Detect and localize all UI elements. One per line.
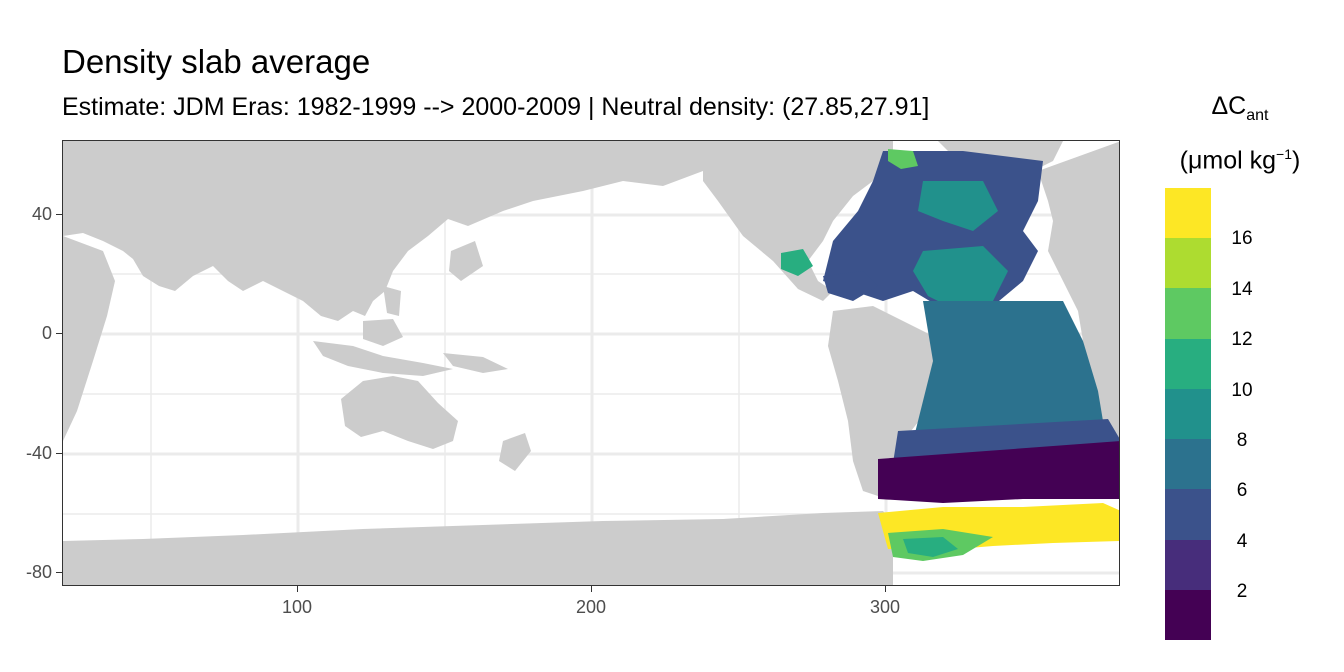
land-europe-africa xyxy=(1038,141,1119,468)
legend-unit-prefix: (μmol kg xyxy=(1179,146,1277,175)
land-indonesia xyxy=(313,341,453,376)
y-tick-label-40: 40 xyxy=(31,204,52,224)
land-masses xyxy=(63,141,1119,585)
y-tick-label-0: 0 xyxy=(41,323,52,343)
y-tick-mark-minus80 xyxy=(56,572,62,573)
y-tick-label-minus40: -40 xyxy=(25,443,52,463)
x-tick-mark-100 xyxy=(297,586,298,592)
legend-swatch-0 xyxy=(1165,188,1211,238)
plot-subtitle: Estimate: JDM Eras: 1982-1999 --> 2000-2… xyxy=(62,93,930,121)
field-labrador-green xyxy=(888,149,918,169)
field-north-teal xyxy=(918,181,998,231)
field-central xyxy=(913,301,1103,446)
legend-unit-sup: −1 xyxy=(1276,146,1292,162)
land-new-guinea xyxy=(443,353,508,373)
land-australia xyxy=(341,376,458,449)
legend-label-14: 14 xyxy=(1231,279,1253,300)
y-tick-mark-40 xyxy=(56,214,62,215)
field-gulf-teal xyxy=(781,249,813,276)
legend-swatch-3 xyxy=(1165,339,1211,389)
field-southern-ocean xyxy=(878,441,1119,503)
legend-title-main: ΔC xyxy=(1211,92,1247,120)
legend-swatch-7 xyxy=(1165,540,1211,590)
land-borneo xyxy=(363,319,403,346)
legend-unit-suffix: ) xyxy=(1292,146,1301,175)
map-panel xyxy=(62,140,1120,586)
legend-unit: (μmol kg−1) xyxy=(1150,138,1330,176)
legend-swatch-2 xyxy=(1165,288,1211,339)
x-tick-label-200: 200 xyxy=(575,597,607,617)
legend-title: ΔCant xyxy=(1150,90,1330,132)
land-north-america xyxy=(703,141,893,301)
y-tick-label-minus80: -80 xyxy=(25,562,52,582)
legend-swatch-4 xyxy=(1165,389,1211,439)
atlantic-field xyxy=(781,149,1119,561)
legend-label-6: 6 xyxy=(1236,480,1248,501)
legend-label-8: 8 xyxy=(1236,430,1248,451)
legend-title-sub: ant xyxy=(1246,107,1269,124)
x-tick-mark-200 xyxy=(591,586,592,592)
legend-swatch-6 xyxy=(1165,489,1211,540)
land-philippines xyxy=(383,286,401,316)
legend-swatch-8 xyxy=(1165,590,1211,640)
x-tick-label-100: 100 xyxy=(281,597,313,617)
plot-title: Density slab average xyxy=(62,43,371,80)
land-japan xyxy=(449,241,483,281)
x-tick-mark-300 xyxy=(885,586,886,592)
field-subtropical xyxy=(913,246,1008,311)
legend-label-2: 2 xyxy=(1236,581,1248,602)
land-antarctica xyxy=(63,511,893,585)
legend-label-16: 16 xyxy=(1231,228,1253,249)
field-weddell-teal xyxy=(903,537,958,557)
field-caribbean xyxy=(823,271,878,301)
legend-label-4: 4 xyxy=(1236,531,1248,552)
land-africa-east xyxy=(63,236,115,441)
land-new-zealand xyxy=(499,433,531,471)
land-south-america xyxy=(828,306,958,496)
y-tick-mark-0 xyxy=(56,333,62,334)
legend-swatch-5 xyxy=(1165,439,1211,489)
legend-label-12: 12 xyxy=(1231,329,1253,350)
legend-colorbar xyxy=(1165,188,1211,640)
map-canvas xyxy=(63,141,1119,585)
legend-label-10: 10 xyxy=(1231,380,1253,401)
y-tick-mark-minus40 xyxy=(56,453,62,454)
x-tick-label-300: 300 xyxy=(869,597,901,617)
legend-swatch-1 xyxy=(1165,238,1211,288)
land-eurasia xyxy=(63,141,703,321)
